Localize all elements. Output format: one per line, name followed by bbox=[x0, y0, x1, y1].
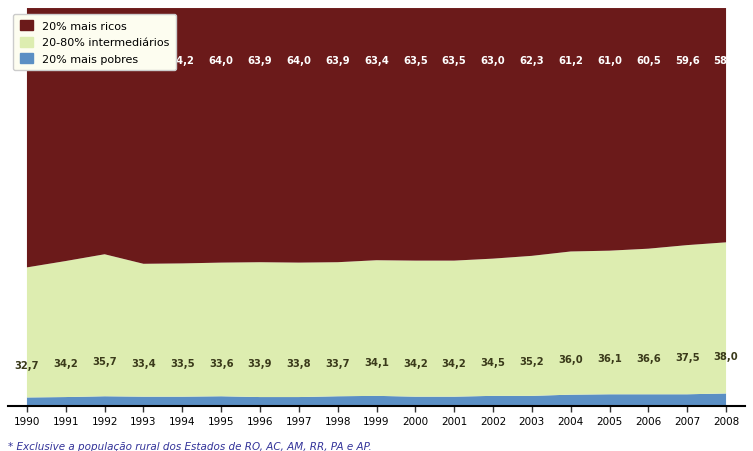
Legend: 20% mais ricos, 20-80% intermediários, 20% mais pobres: 20% mais ricos, 20-80% intermediários, 2… bbox=[13, 14, 176, 71]
Text: 63,0: 63,0 bbox=[480, 55, 505, 65]
Text: 36,0: 36,0 bbox=[559, 354, 583, 364]
Text: 34,2: 34,2 bbox=[403, 358, 428, 368]
Text: 33,5: 33,5 bbox=[170, 359, 194, 368]
Text: 34,2: 34,2 bbox=[442, 358, 467, 368]
Text: 36,1: 36,1 bbox=[597, 354, 622, 364]
Text: 36,6: 36,6 bbox=[636, 353, 660, 363]
Text: 34,5: 34,5 bbox=[480, 357, 505, 367]
Text: 35,2: 35,2 bbox=[520, 356, 544, 366]
Text: 63,9: 63,9 bbox=[248, 55, 273, 65]
Text: 32,7: 32,7 bbox=[15, 360, 39, 370]
Text: 37,5: 37,5 bbox=[675, 352, 700, 362]
Text: 63,9: 63,9 bbox=[325, 55, 350, 65]
Text: 64,0: 64,0 bbox=[209, 55, 233, 65]
Text: 64,2: 64,2 bbox=[170, 55, 195, 65]
Text: 63,5: 63,5 bbox=[442, 55, 467, 65]
Text: 63,5: 63,5 bbox=[403, 55, 428, 65]
Text: 59,6: 59,6 bbox=[675, 55, 700, 65]
Text: 33,9: 33,9 bbox=[248, 359, 273, 368]
Text: 62,3: 62,3 bbox=[520, 55, 544, 65]
Text: 64,0: 64,0 bbox=[286, 55, 311, 65]
Text: 61,9: 61,9 bbox=[92, 55, 117, 65]
Text: 65,2: 65,2 bbox=[14, 55, 39, 65]
Text: 64,3: 64,3 bbox=[131, 55, 156, 65]
Text: 61,0: 61,0 bbox=[597, 55, 622, 65]
Text: 61,2: 61,2 bbox=[558, 55, 583, 65]
Text: 34,2: 34,2 bbox=[53, 358, 78, 368]
Text: 33,7: 33,7 bbox=[325, 358, 350, 368]
Text: 60,5: 60,5 bbox=[636, 55, 660, 65]
Text: 33,8: 33,8 bbox=[286, 359, 311, 368]
Text: 38,0: 38,0 bbox=[714, 351, 739, 361]
Text: * Exclusive a população rural dos Estados de RO, AC, AM, RR, PA e AP.: * Exclusive a população rural dos Estado… bbox=[8, 441, 371, 451]
Text: 63,6: 63,6 bbox=[53, 55, 78, 65]
Text: 33,4: 33,4 bbox=[131, 359, 156, 368]
Text: 34,1: 34,1 bbox=[364, 357, 389, 367]
Text: 35,7: 35,7 bbox=[93, 356, 117, 366]
Text: 33,6: 33,6 bbox=[209, 358, 233, 368]
Text: 58,9: 58,9 bbox=[714, 55, 739, 65]
Text: 63,4: 63,4 bbox=[364, 55, 389, 65]
